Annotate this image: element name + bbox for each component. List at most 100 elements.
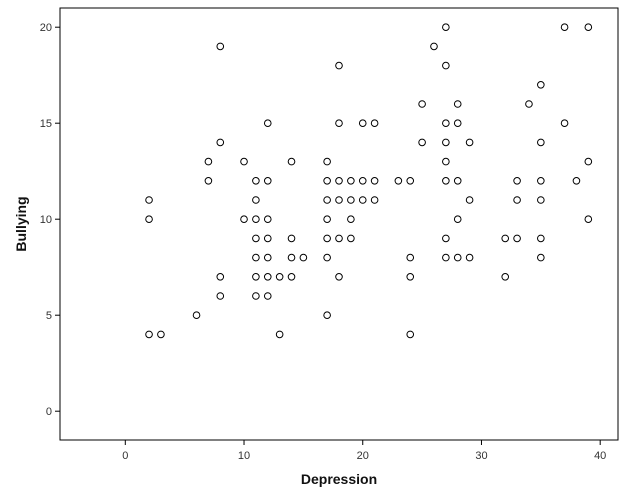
- data-point: [430, 42, 438, 51]
- data-point: [252, 292, 260, 300]
- data-point: [263, 177, 272, 185]
- data-point: [335, 273, 343, 281]
- data-point: [263, 253, 272, 262]
- data-point: [145, 330, 153, 339]
- data-point: [560, 119, 569, 127]
- x-axis-ticks: 0 10 20 30 40: [122, 440, 606, 462]
- data-point: [145, 215, 153, 223]
- data-point: [584, 157, 593, 166]
- data-point: [323, 157, 331, 166]
- data-point: [501, 273, 510, 281]
- data-points: [145, 23, 593, 339]
- data-point: [145, 196, 153, 204]
- data-point: [347, 234, 355, 243]
- data-point: [216, 138, 225, 147]
- y-tick-label: 10: [40, 214, 52, 226]
- data-point: [418, 100, 426, 108]
- data-point: [442, 23, 450, 32]
- data-point: [252, 273, 260, 281]
- data-point: [537, 234, 545, 243]
- data-point: [406, 177, 415, 185]
- data-point: [537, 81, 545, 89]
- x-tick-label: 10: [238, 450, 250, 462]
- y-tick-label: 5: [46, 310, 52, 322]
- data-point: [204, 177, 213, 185]
- data-point: [394, 177, 403, 185]
- data-point: [263, 119, 272, 127]
- data-point: [513, 177, 521, 185]
- x-tick-label: 20: [357, 450, 369, 462]
- data-point: [335, 61, 343, 70]
- x-axis-title: Depression: [301, 471, 377, 487]
- data-point: [537, 196, 545, 204]
- data-point: [263, 234, 272, 243]
- data-point: [323, 177, 331, 185]
- data-point: [501, 234, 510, 243]
- x-tick-label: 0: [122, 450, 128, 462]
- y-tick-label: 15: [40, 118, 52, 130]
- data-point: [406, 253, 415, 262]
- data-point: [323, 234, 331, 243]
- y-tick-label: 0: [46, 406, 52, 418]
- data-point: [584, 215, 593, 223]
- data-point: [560, 23, 569, 32]
- data-point: [358, 177, 367, 185]
- data-point: [453, 215, 462, 223]
- x-tick-label: 30: [475, 450, 487, 462]
- y-axis-title: Bullying: [13, 196, 29, 251]
- data-point: [252, 177, 260, 185]
- data-point: [275, 330, 284, 339]
- data-point: [537, 138, 545, 147]
- data-point: [358, 196, 367, 204]
- data-point: [537, 253, 545, 262]
- data-point: [442, 61, 450, 70]
- data-point: [453, 177, 462, 185]
- data-point: [347, 196, 355, 204]
- data-point: [216, 42, 225, 51]
- data-point: [370, 119, 379, 127]
- data-point: [537, 177, 545, 185]
- data-point: [347, 177, 355, 185]
- data-point: [442, 138, 450, 147]
- data-point: [442, 157, 450, 166]
- data-point: [335, 119, 343, 127]
- y-axis-ticks: 0 5 10 15 20: [40, 22, 60, 418]
- data-point: [263, 273, 272, 281]
- plot-area: [59, 7, 619, 441]
- data-point: [252, 215, 260, 223]
- data-point: [287, 273, 296, 281]
- data-point: [216, 273, 225, 281]
- data-point: [335, 196, 343, 204]
- data-point: [263, 215, 272, 223]
- data-point: [442, 234, 450, 243]
- data-point: [192, 311, 201, 320]
- data-point: [442, 253, 450, 262]
- data-point: [358, 119, 367, 127]
- data-point: [335, 177, 343, 185]
- data-point: [465, 138, 474, 147]
- x-tick-label: 40: [594, 450, 606, 462]
- y-tick-label: 20: [40, 22, 52, 34]
- data-point: [347, 215, 355, 223]
- data-point: [263, 292, 272, 300]
- data-point: [513, 234, 521, 243]
- data-point: [299, 253, 308, 262]
- data-point: [240, 157, 248, 166]
- data-point: [216, 292, 225, 300]
- data-point: [418, 138, 426, 147]
- data-point: [323, 253, 331, 262]
- data-point: [275, 273, 284, 281]
- data-point: [323, 311, 331, 320]
- data-point: [453, 100, 462, 108]
- data-point: [370, 196, 379, 204]
- data-point: [525, 100, 533, 108]
- data-point: [252, 253, 260, 262]
- data-point: [453, 253, 462, 262]
- data-point: [572, 177, 581, 185]
- data-point: [442, 119, 450, 127]
- data-point: [323, 215, 331, 223]
- data-point: [252, 234, 260, 243]
- data-point: [323, 196, 331, 204]
